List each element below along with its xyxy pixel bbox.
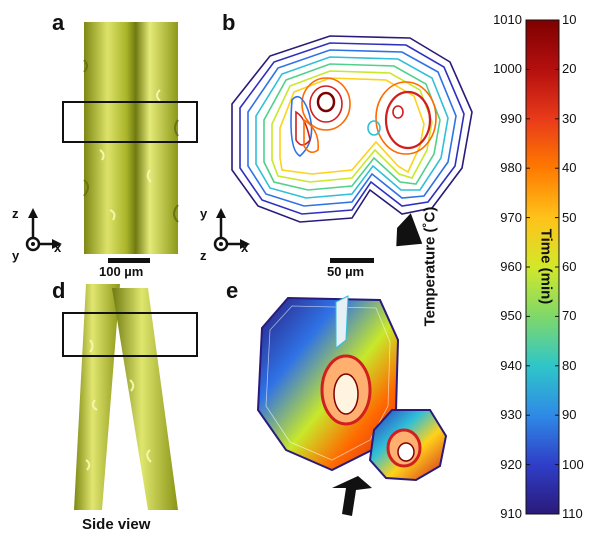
temperature-tick-label: 1010 [493,12,522,27]
axis-glyph-middle-right: x [241,240,249,255]
temperature-tick-label: 940 [500,357,522,373]
time-tick-label: 60 [562,259,577,274]
time-tick-label: 90 [562,407,577,423]
temperature-tick-label: 1000 [493,61,522,77]
panel-label-a: a [52,10,65,35]
time-tick-label: 40 [562,160,577,176]
scale-bar-middle [330,258,374,263]
time-tick-label: 30 [562,110,577,126]
fiber-bundle-a [84,22,178,254]
time-axis-title: Time (min) [537,228,555,305]
axis-glyph-left-up: z [12,206,19,221]
fiber-d-right [112,288,178,510]
temperature-tick-label: 920 [500,456,522,472]
time-tick-label: 110 [562,506,583,521]
time-tick-label: 100 [562,456,584,472]
temperature-tick-label: 990 [500,110,522,126]
fiber-d-left [74,284,120,510]
temperature-tick-label: 950 [500,308,522,324]
side-view-caption: Side view [82,516,151,533]
axis-glyph-middle-out: z [200,248,207,263]
time-tick-label: 20 [562,61,577,77]
colorbar-ticks [526,19,559,515]
axes-triad-middle [213,208,250,252]
axes-triad-left [25,208,62,252]
temperature-tick-label: 960 [500,259,522,274]
panel-label-d: d [52,278,66,303]
scale-bar-middle-label: 50 µm [327,264,365,279]
roi-box-d [62,312,198,357]
axis-glyph-left-out: y [12,248,20,263]
roi-box-a [62,101,198,143]
arrow-e [332,476,372,516]
time-tick-label: 80 [562,357,577,373]
temperature-axis-title: Temperature (˚C) [421,206,439,327]
panel-b-contour-stack [231,35,473,223]
scale-bar-left-label: 100 µm [99,264,144,279]
time-tick-label: 10 [562,12,577,27]
temperature-tick-label: 970 [500,209,522,225]
scale-bar-left [108,258,150,263]
temperature-tick-label: 980 [500,160,522,176]
panel-label-e: e [226,278,239,303]
axis-glyph-middle-up: y [200,206,208,221]
colorbar [525,19,560,515]
axis-glyph-left-right: x [54,240,62,255]
time-tick-label: 50 [562,209,577,225]
time-tick-label: 70 [562,308,577,324]
temperature-tick-label: 910 [500,506,522,521]
arrow-b [396,213,423,247]
panel-e-3d-stack [256,295,448,482]
panel-label-b: b [222,10,236,35]
temperature-tick-label: 930 [500,407,522,423]
